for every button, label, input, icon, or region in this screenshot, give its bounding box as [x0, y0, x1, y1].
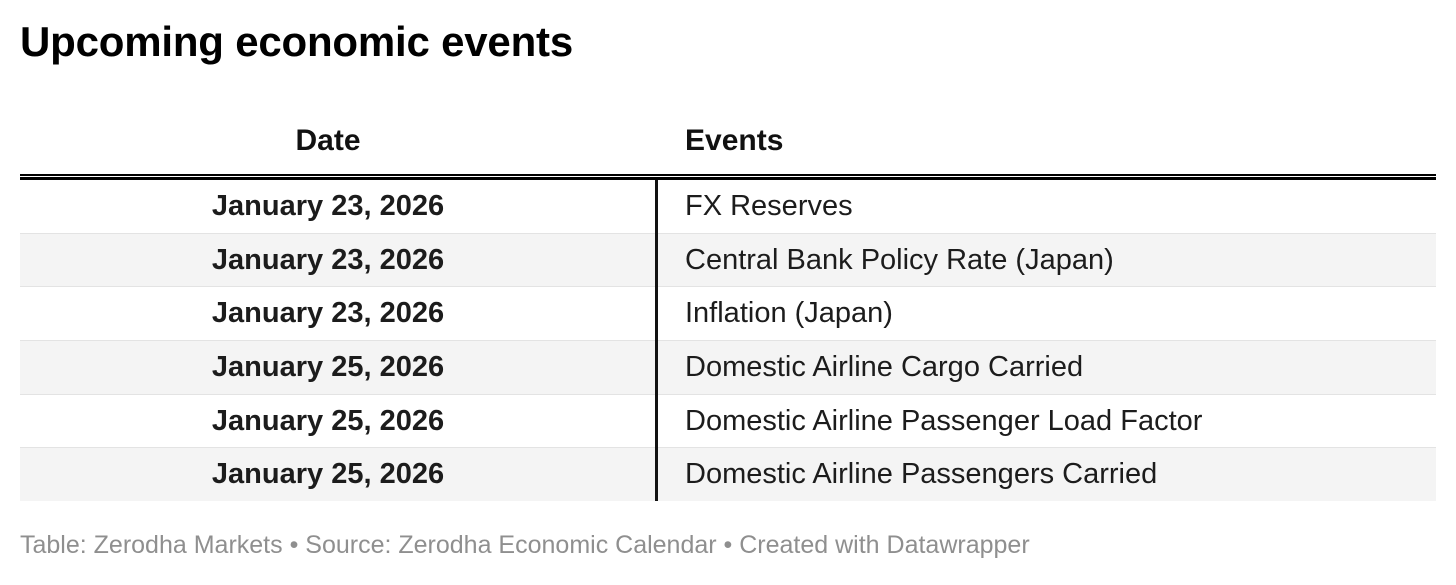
- table-row: January 25, 2026 Domestic Airline Cargo …: [20, 340, 1436, 394]
- date-cell: January 25, 2026: [211, 404, 445, 437]
- column-divider-line: [655, 180, 658, 501]
- table-body: January 23, 2026 FX Reserves January 23,…: [20, 180, 1436, 502]
- header-double-rule: [20, 174, 1436, 180]
- attribution-footer: Table: Zerodha Markets • Source: Zerodha…: [20, 531, 1030, 559]
- date-cell: January 25, 2026: [211, 350, 445, 383]
- chart-title: Upcoming economic events: [20, 18, 573, 65]
- column-header-date: Date: [295, 124, 361, 157]
- date-cell: January 23, 2026: [211, 189, 445, 222]
- table-row: January 25, 2026 Domestic Airline Passen…: [20, 393, 1436, 448]
- table-row: January 23, 2026 FX Reserves: [20, 180, 1436, 233]
- event-cell: Domestic Airline Passengers Carried: [685, 458, 1158, 491]
- date-cell: January 25, 2026: [211, 458, 445, 491]
- date-cell: January 23, 2026: [211, 297, 445, 330]
- event-cell: Inflation (Japan): [685, 297, 893, 330]
- table-header-row: Date Events: [20, 122, 1436, 160]
- column-header-events: Events: [685, 124, 784, 157]
- table-row: January 23, 2026 Central Bank Policy Rat…: [20, 232, 1436, 287]
- event-cell: Domestic Airline Cargo Carried: [685, 350, 1084, 383]
- event-cell: Central Bank Policy Rate (Japan): [685, 243, 1114, 276]
- table-row: January 23, 2026 Inflation (Japan): [20, 286, 1436, 341]
- event-cell: FX Reserves: [685, 189, 853, 222]
- date-cell: January 23, 2026: [211, 243, 445, 276]
- event-cell: Domestic Airline Passenger Load Factor: [685, 404, 1203, 437]
- table-row: January 25, 2026 Domestic Airline Passen…: [20, 447, 1436, 502]
